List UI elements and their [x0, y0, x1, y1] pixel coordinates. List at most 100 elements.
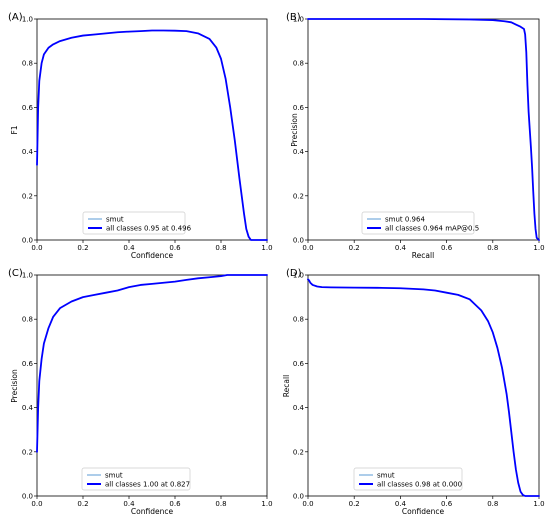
y-tick-label: 1.0	[293, 16, 304, 24]
plot-frame	[36, 18, 268, 241]
legend-label-all: all classes 0.98 at 0.000	[377, 481, 462, 489]
series-layer	[36, 29, 268, 241]
y-ticks: 0.0 0.2 0.4 0.6 0.8 1.0	[293, 272, 308, 501]
panel-b: (B) 0.0 0.2 0.4 0.6 0.8 1.0 0.0 0.2 0.4 0.6 0.8 1.…	[286, 12, 545, 260]
x-tick-label: 0.0	[31, 500, 42, 508]
y-tick-label: 0.6	[293, 360, 305, 368]
legend-box	[81, 467, 191, 491]
legend-label-all: all classes 0.964 mAP@0.5	[385, 225, 479, 233]
y-axis-label: Recall	[282, 375, 291, 397]
y-tick-label: 0.8	[22, 60, 33, 68]
plot-frame	[307, 274, 540, 497]
x-tick-label: 0.2	[349, 244, 360, 252]
panel-c: (C) 0.0 0.2 0.4 0.6 0.8 1.0 0.0 0.2 0.4 0.6 0.8 1.…	[8, 268, 273, 516]
x-tick-label: 0.4	[123, 244, 135, 252]
x-ticks: 0.0 0.2 0.4 0.6 0.8 1.0	[302, 240, 545, 252]
y-tick-label: 0.8	[22, 316, 33, 324]
y-tick-label: 0.0	[22, 493, 33, 501]
y-tick-label: 0.8	[293, 60, 304, 68]
y-axis-label: Precision	[290, 113, 299, 147]
y-tick-label: 0.0	[293, 493, 304, 501]
legend-box	[353, 467, 463, 491]
y-tick-label: 1.0	[293, 272, 304, 280]
legend-label-smut: smut	[106, 216, 124, 224]
panel-label: (B)	[286, 12, 301, 23]
y-ticks: 0.0 0.2 0.4 0.6 0.8 1.0	[22, 272, 37, 501]
x-tick-label: 1.0	[533, 500, 544, 508]
x-tick-label: 0.4	[123, 500, 135, 508]
y-tick-label: 0.2	[22, 192, 33, 200]
x-tick-label: 1.0	[261, 500, 272, 508]
legend: smut 0.964 all classes 0.964 mAP@0.5	[361, 211, 479, 235]
y-tick-label: 0.6	[22, 104, 34, 112]
legend: smut all classes 0.95 at 0.496	[82, 211, 192, 235]
series-line	[36, 29, 268, 241]
y-ticks: 0.0 0.2 0.4 0.6 0.8 1.0	[293, 16, 308, 245]
x-tick-label: 0.2	[349, 500, 360, 508]
series-line	[307, 18, 540, 241]
panel-label: (A)	[8, 12, 23, 23]
series-layer	[307, 278, 540, 497]
y-tick-label: 1.0	[22, 272, 33, 280]
x-tick-label: 1.0	[261, 244, 272, 252]
x-axis-label: Recall	[412, 251, 434, 260]
x-tick-label: 0.6	[169, 244, 181, 252]
y-ticks: 0.0 0.2 0.4 0.6 0.8 1.0	[22, 16, 37, 245]
y-tick-label: 0.8	[293, 316, 304, 324]
y-tick-label: 0.6	[22, 360, 34, 368]
x-tick-label: 0.2	[77, 500, 88, 508]
y-axis-label: F1	[10, 125, 19, 134]
y-tick-label: 0.4	[293, 148, 305, 156]
y-tick-label: 0.4	[22, 404, 34, 412]
legend-label-all: all classes 1.00 at 0.827	[105, 481, 190, 489]
legend-label-smut: smut	[377, 472, 395, 480]
y-tick-label: 1.0	[22, 16, 33, 24]
x-tick-label: 1.0	[533, 244, 544, 252]
x-tick-label: 0.0	[31, 244, 42, 252]
series-line	[307, 278, 540, 497]
panel-label: (C)	[8, 268, 23, 279]
panel-a: (A) 0.0 0.2 0.4 0.6 0.8 1.0 0.0 0.2 0.4 0.6 0.8 1.…	[8, 12, 273, 260]
x-tick-label: 0.4	[395, 500, 407, 508]
x-tick-label: 0.8	[487, 244, 498, 252]
x-tick-label: 0.0	[302, 244, 313, 252]
series-layer	[307, 18, 540, 241]
plot-frame	[36, 274, 268, 497]
x-tick-label: 0.6	[169, 500, 181, 508]
x-tick-label: 0.8	[215, 244, 226, 252]
y-tick-label: 0.4	[22, 148, 34, 156]
legend: smut all classes 0.98 at 0.000	[353, 467, 463, 491]
legend-label-all: all classes 0.95 at 0.496	[106, 225, 192, 233]
x-axis-label: Confidence	[402, 507, 445, 516]
x-tick-label: 0.8	[487, 500, 498, 508]
legend-box	[361, 211, 475, 235]
y-tick-label: 0.4	[293, 404, 305, 412]
panel-label: (D)	[286, 268, 302, 279]
plot-frame	[307, 18, 540, 241]
y-tick-label: 0.6	[293, 104, 305, 112]
series-layer	[36, 274, 268, 453]
x-tick-label: 0.8	[215, 500, 226, 508]
x-tick-label: 0.6	[441, 500, 453, 508]
y-tick-label: 0.2	[293, 448, 304, 456]
x-tick-label: 0.4	[395, 244, 407, 252]
series-line	[36, 274, 268, 453]
legend: smut all classes 1.00 at 0.827	[81, 467, 191, 491]
legend-label-smut: smut 0.964	[385, 216, 425, 224]
x-ticks: 0.0 0.2 0.4 0.6 0.8 1.0	[31, 496, 273, 508]
panel-d: (D) 0.0 0.2 0.4 0.6 0.8 1.0 0.0 0.2 0.4 0.6 0.8 1.…	[282, 268, 545, 516]
legend-label-smut: smut	[105, 472, 123, 480]
x-axis-label: Confidence	[131, 507, 174, 516]
x-axis-label: Confidence	[131, 251, 174, 260]
legend-box	[82, 211, 186, 235]
y-tick-label: 0.2	[22, 448, 33, 456]
x-tick-label: 0.0	[302, 500, 313, 508]
y-tick-label: 0.0	[293, 237, 304, 245]
y-axis-label: Precision	[10, 369, 19, 403]
x-tick-label: 0.6	[441, 244, 453, 252]
x-ticks: 0.0 0.2 0.4 0.6 0.8 1.0	[302, 496, 545, 508]
y-tick-label: 0.2	[293, 192, 304, 200]
x-tick-label: 0.2	[77, 244, 88, 252]
y-tick-label: 0.0	[22, 237, 33, 245]
